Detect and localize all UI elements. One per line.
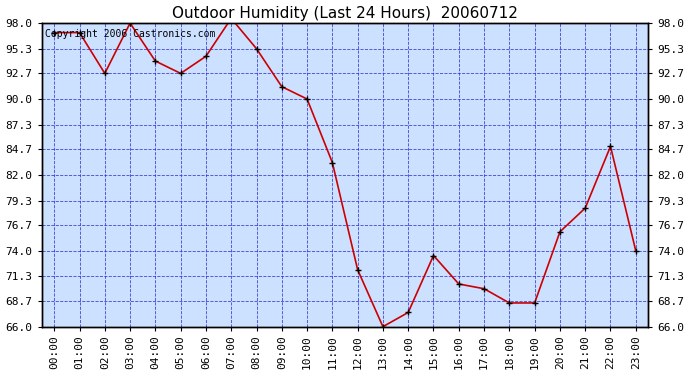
Title: Outdoor Humidity (Last 24 Hours)  20060712: Outdoor Humidity (Last 24 Hours) 2006071… <box>172 6 518 21</box>
Text: Copyright 2006 Castronics.com: Copyright 2006 Castronics.com <box>45 29 215 39</box>
